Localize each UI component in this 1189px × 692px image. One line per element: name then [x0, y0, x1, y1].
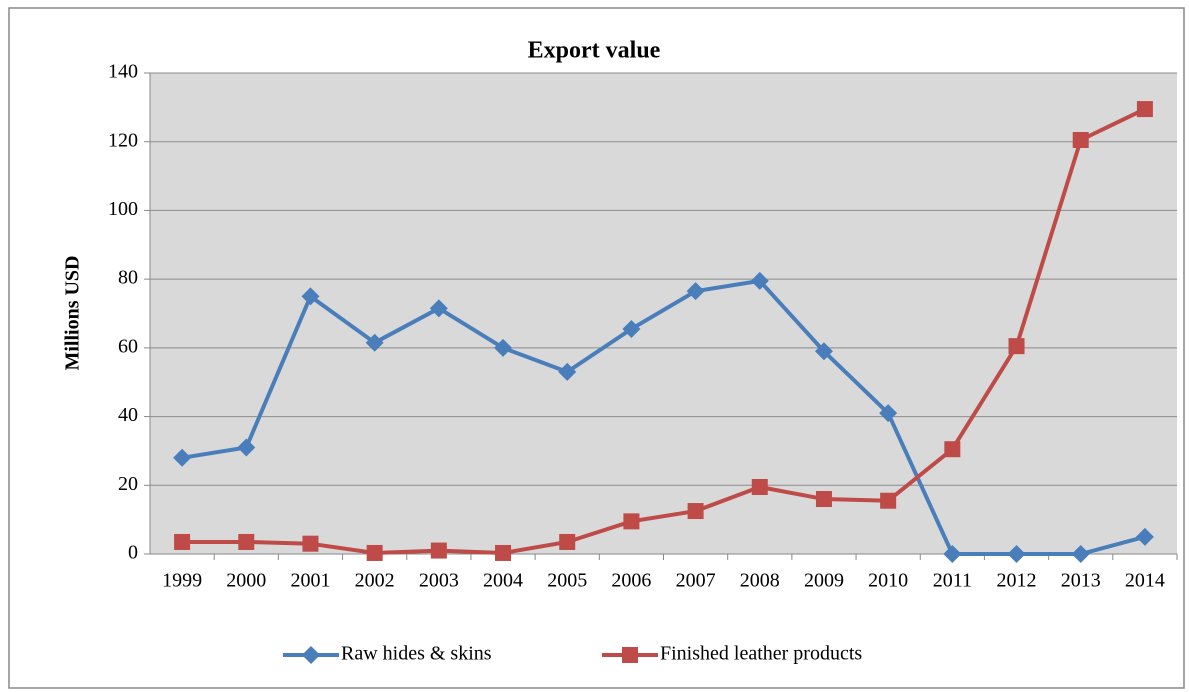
x-tick-label: 2008 — [740, 570, 780, 592]
y-tick-label: 140 — [108, 61, 138, 83]
point — [430, 542, 447, 559]
y-tick-label: 20 — [118, 473, 138, 495]
legend-marker — [302, 646, 320, 664]
y-tick-label: 40 — [118, 404, 138, 426]
point — [623, 513, 640, 530]
x-tick-label: 2005 — [547, 570, 587, 592]
series-line — [181, 278, 1146, 556]
point — [622, 319, 641, 338]
x-tick-label: 2009 — [804, 570, 844, 592]
y-tick-label: 60 — [118, 335, 138, 357]
x-tick-label: 2011 — [933, 570, 972, 592]
x-tick-label: 2000 — [226, 570, 266, 592]
point — [1071, 545, 1090, 563]
legend-marker — [622, 647, 638, 663]
point — [365, 333, 384, 352]
point — [1008, 338, 1025, 355]
point — [1136, 101, 1153, 118]
point — [815, 491, 832, 508]
series-line — [182, 107, 1146, 555]
point — [558, 362, 577, 381]
point — [943, 545, 962, 563]
point — [1072, 131, 1089, 148]
point — [879, 404, 898, 423]
point — [880, 492, 897, 509]
y-tick-label: 100 — [108, 198, 138, 220]
y-tick-label: 80 — [118, 267, 138, 289]
point — [559, 533, 576, 550]
x-tick-label: 1999 — [162, 570, 202, 592]
point — [429, 299, 448, 318]
legend-label: Finished leather products — [660, 643, 862, 665]
chart-title: Export value — [528, 38, 661, 64]
point — [366, 544, 383, 561]
point — [750, 271, 769, 290]
plot-area — [150, 73, 1177, 554]
point — [686, 282, 705, 301]
point — [1135, 527, 1154, 546]
x-tick-label: 2004 — [483, 570, 523, 592]
x-tick-label: 2014 — [1125, 570, 1165, 592]
point — [173, 448, 192, 467]
y-tick-label: 120 — [108, 129, 138, 151]
x-tick-label: 2003 — [419, 570, 459, 592]
x-tick-label: 2012 — [997, 570, 1037, 592]
x-tick-label: 2006 — [611, 570, 651, 592]
point — [494, 338, 513, 357]
point — [814, 342, 833, 361]
point — [238, 533, 255, 550]
x-tick-label: 2013 — [1061, 570, 1101, 592]
legend-label: Raw hides & skins — [341, 643, 492, 665]
point — [495, 544, 512, 561]
y-tick-label: 0 — [128, 542, 138, 564]
x-tick-label: 2007 — [676, 570, 716, 592]
point — [174, 533, 191, 550]
point — [944, 441, 961, 458]
point — [237, 438, 256, 457]
point — [301, 287, 320, 306]
x-tick-label: 2002 — [355, 570, 395, 592]
point — [1007, 545, 1026, 563]
point — [687, 503, 704, 520]
x-tick-label: 2010 — [868, 570, 908, 592]
y-axis-label: Millions USD — [62, 255, 84, 370]
point — [302, 535, 319, 552]
point — [751, 479, 768, 496]
x-tick-label: 2001 — [290, 570, 330, 592]
